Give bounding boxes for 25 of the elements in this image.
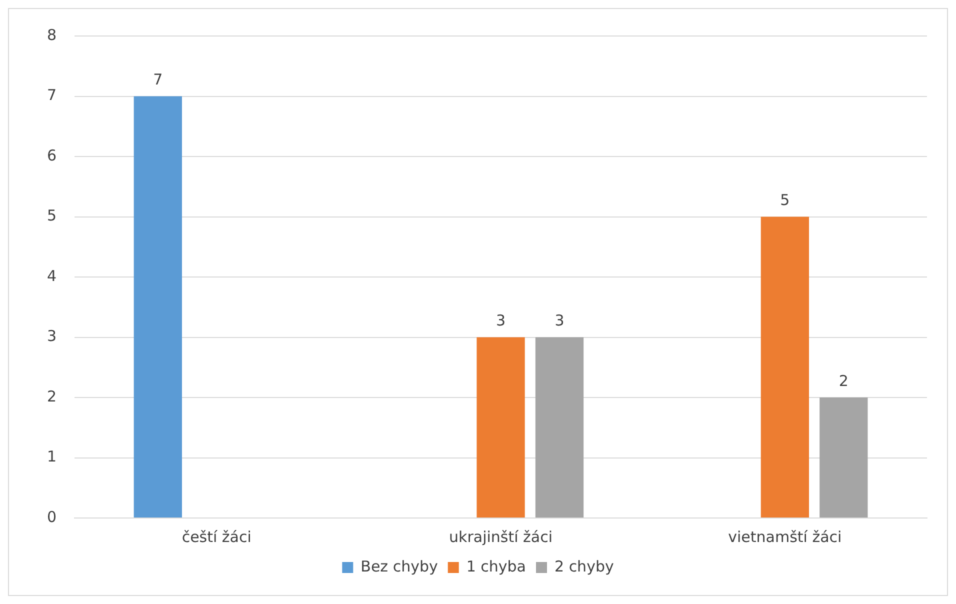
data-label: 2	[838, 372, 848, 390]
legend-label: 1 chyba	[466, 557, 526, 576]
y-tick-label: 3	[46, 327, 57, 346]
data-label: 7	[153, 70, 163, 89]
y-tick-label: 0	[46, 508, 57, 526]
data-label: 3	[496, 312, 506, 330]
y-tick-label: 5	[46, 206, 57, 225]
legend-label: Bez chyby	[360, 557, 438, 576]
bar	[760, 216, 809, 518]
x-tick-label: vietnamští žáci	[728, 528, 842, 546]
y-tick-label: 8	[46, 26, 57, 44]
y-tick-label: 2	[46, 387, 57, 406]
x-tick-label: ukrajinští žáci	[449, 528, 553, 546]
y-tick-label: 6	[46, 146, 57, 164]
y-tick-label: 1	[46, 448, 57, 466]
y-tick-label: 7	[46, 86, 57, 104]
bar	[535, 337, 584, 518]
bar	[820, 398, 868, 518]
x-tick-label: čeští žáci	[182, 528, 252, 546]
legend-label: 2 chyby	[554, 557, 614, 576]
data-label: 3	[554, 312, 564, 330]
bar	[476, 337, 525, 518]
data-label: 5	[780, 191, 790, 210]
y-tick-label: 4	[46, 266, 57, 285]
bar	[134, 96, 182, 518]
